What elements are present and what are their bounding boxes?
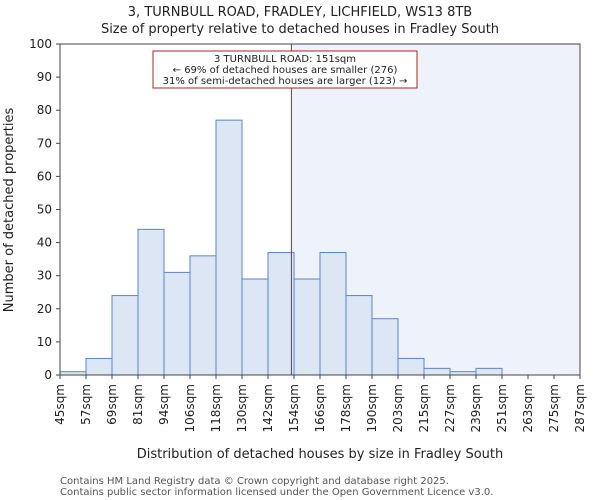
bar: [423, 367, 451, 376]
x-tick-label: 166sqm: [313, 384, 327, 432]
bar: [397, 357, 425, 376]
y-tick-label: 0: [44, 368, 52, 382]
x-tick-label: 203sqm: [391, 384, 405, 432]
bar: [345, 295, 373, 376]
bar: [241, 278, 269, 376]
annotation-line-1: 3 TURNBULL ROAD: 151sqm: [214, 54, 356, 65]
x-tick-label: 118sqm: [209, 384, 223, 432]
annotation-frame: [152, 50, 418, 89]
y-tick-label: 70: [37, 136, 52, 150]
x-tick-label: 227sqm: [443, 384, 457, 432]
annotation-line-2: ← 69% of detached houses are smaller (27…: [173, 65, 398, 76]
bar: [319, 252, 347, 376]
bar: [163, 271, 191, 376]
x-tick-label: 154sqm: [287, 384, 301, 432]
x-tick-label: 81sqm: [131, 384, 145, 425]
annotation-line-3: 31% of semi-detached houses are larger (…: [163, 76, 408, 87]
bar: [371, 318, 399, 376]
bar: [475, 367, 503, 376]
x-tick-label: 69sqm: [105, 384, 119, 425]
bar: [215, 119, 243, 376]
x-tick-label: 142sqm: [261, 384, 275, 432]
y-axis-title: Number of detached properties: [2, 108, 17, 313]
y-tick-label: 20: [37, 302, 52, 316]
x-tick-label: 94sqm: [157, 384, 171, 425]
y-tick-label: 10: [37, 335, 52, 349]
bar: [293, 278, 321, 376]
x-tick-label: 57sqm: [79, 384, 93, 425]
bar: [267, 252, 295, 376]
x-axis-ticks: 45sqm 57sqm 69sqm 81sqm 94sqm 106sqm 118sqm 130…: [53, 375, 587, 432]
x-tick-label: 190sqm: [365, 384, 379, 432]
y-tick-label: 60: [37, 169, 52, 183]
y-tick-label: 50: [37, 203, 52, 217]
x-tick-label: 263sqm: [521, 384, 535, 432]
footer-line-1: Contains HM Land Registry data © Crown c…: [60, 476, 449, 487]
x-tick-label: 178sqm: [339, 384, 353, 432]
y-tick-label: 30: [37, 269, 52, 283]
plot-area: 0 10 20 30 40 50 60 70 80 90 100 45sqm 57sqm 69sqm 81…: [29, 37, 587, 432]
bar: [137, 228, 165, 376]
x-tick-label: 239sqm: [469, 384, 483, 432]
bar: [189, 255, 217, 376]
bars: [59, 119, 503, 376]
y-tick-label: 100: [29, 37, 52, 51]
x-tick-label: 106sqm: [183, 384, 197, 432]
chart-title: 3, TURNBULL ROAD, FRADLEY, LICHFIELD, WS…: [128, 5, 472, 20]
footer-line-2: Contains public sector information licen…: [60, 487, 493, 498]
y-tick-label: 40: [37, 236, 52, 250]
x-tick-label: 45sqm: [53, 384, 67, 425]
bar: [85, 357, 113, 376]
x-axis-title: Distribution of detached houses by size …: [137, 447, 504, 462]
x-tick-label: 130sqm: [235, 384, 249, 432]
y-tick-label: 90: [37, 70, 52, 84]
x-tick-label: 215sqm: [417, 384, 431, 432]
chart-subtitle: Size of property relative to detached ho…: [101, 22, 499, 37]
y-axis-ticks: 0 10 20 30 40 50 60 70 80 90 100: [29, 37, 60, 382]
x-tick-label: 287sqm: [573, 384, 587, 432]
x-tick-label: 275sqm: [547, 384, 561, 432]
bar: [111, 295, 139, 376]
y-tick-label: 80: [37, 103, 52, 117]
x-tick-label: 251sqm: [495, 384, 509, 432]
annotation-box: 3 TURNBULL ROAD: 151sqm ← 69% of detache…: [152, 50, 418, 89]
